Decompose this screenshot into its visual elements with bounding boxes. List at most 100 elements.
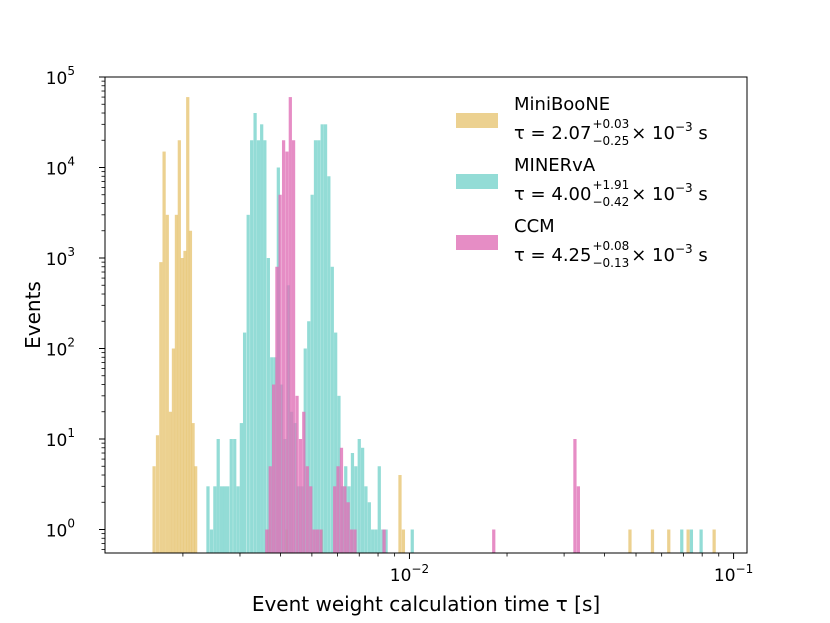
bar-minerva — [371, 529, 375, 553]
y-tick-label: 103 — [46, 245, 75, 270]
bar-minerva — [357, 439, 361, 553]
series-ccm-bars — [265, 97, 580, 554]
bar-minerva — [263, 140, 267, 553]
y-tick-label: 104 — [46, 155, 75, 180]
bar-minerva — [253, 113, 257, 553]
series-miniboone-bars — [152, 97, 716, 553]
bar-ccm — [281, 140, 286, 553]
bar-ccm — [573, 439, 577, 553]
bar-ccm — [315, 529, 320, 553]
bar-miniboone — [628, 529, 632, 553]
bar-miniboone — [165, 214, 169, 553]
bar-miniboone — [686, 529, 690, 553]
legend-tau: τ = 4.25 — [514, 245, 591, 266]
bar-minerva — [680, 529, 684, 553]
legend-label: MINERvA — [514, 155, 596, 176]
bar-miniboone — [401, 529, 406, 553]
bar-minerva — [242, 332, 247, 553]
plot-frame — [104, 76, 748, 554]
legend-tau-upper: +1.91 — [592, 178, 629, 192]
bar-ccm — [291, 140, 296, 553]
bar-ccm — [349, 529, 354, 553]
y-tick-label: 102 — [46, 336, 75, 361]
legend-tau-upper: +0.08 — [592, 239, 629, 253]
legend-swatch — [456, 113, 498, 128]
bar-ccm — [268, 466, 272, 553]
bar-minerva — [229, 439, 233, 553]
legend-entry-minerva: MINERvA τ = 4.00 +1.91 −0.42 × 10−3 s — [456, 155, 708, 209]
bar-minerva — [206, 486, 210, 553]
bar-minerva — [361, 447, 365, 553]
bar-miniboone — [667, 529, 671, 553]
legend-swatch — [456, 174, 498, 189]
bar-miniboone — [194, 466, 198, 553]
bar-ccm — [333, 486, 337, 553]
bar-minerva — [699, 529, 703, 553]
bar-ccm — [309, 486, 313, 553]
bar-minerva — [246, 214, 250, 553]
bar-ccm — [319, 529, 323, 553]
legend-tau-scale: × 10−3 s — [631, 120, 708, 144]
bar-miniboone — [188, 230, 193, 553]
bar-ccm — [305, 466, 309, 553]
histogram-bars — [152, 97, 716, 554]
bar-minerva — [317, 140, 321, 553]
legend-label: CCM — [514, 216, 555, 237]
bar-ccm — [353, 529, 357, 553]
bar-ccm — [346, 502, 350, 553]
legend-tau: τ = 2.07 — [514, 123, 591, 144]
y-axis-label: Events — [21, 281, 45, 349]
bar-minerva — [213, 486, 217, 553]
bar-minerva — [377, 466, 381, 553]
legend-tau-lower: −0.13 — [592, 256, 629, 270]
bar-ccm — [272, 384, 276, 553]
bar-minerva — [270, 357, 274, 553]
bar-minerva — [384, 529, 388, 553]
bar-ccm — [288, 97, 292, 553]
bar-minerva — [209, 529, 214, 553]
bar-minerva — [236, 486, 240, 553]
legend-entry-ccm: CCM τ = 4.25 +0.08 −0.13 × 10−3 s — [456, 216, 708, 270]
bar-ccm — [278, 194, 282, 554]
bar-minerva — [223, 486, 227, 553]
bar-minerva — [226, 486, 230, 553]
bar-minerva — [367, 502, 371, 553]
bar-ccm — [312, 529, 316, 553]
bar-minerva — [266, 258, 270, 553]
bar-minerva — [364, 486, 368, 553]
bar-minerva — [350, 453, 355, 553]
bar-minerva — [320, 124, 324, 553]
bar-ccm — [265, 529, 269, 553]
bar-minerva — [239, 423, 243, 553]
legend-tau-lower: −0.25 — [592, 134, 629, 148]
bar-ccm — [295, 395, 299, 553]
bar-minerva — [374, 529, 378, 553]
bar-minerva — [250, 140, 254, 553]
bar-minerva — [327, 176, 331, 553]
bar-minerva — [334, 332, 338, 553]
y-tick-label: 100 — [46, 517, 75, 542]
bar-miniboone — [191, 423, 195, 553]
bar-minerva — [310, 194, 314, 554]
bar-ccm — [343, 486, 347, 553]
bar-ccm — [382, 529, 386, 553]
bar-ccm — [275, 266, 279, 553]
bar-minerva — [354, 466, 358, 553]
y-tick-label: 105 — [46, 64, 75, 89]
bar-miniboone — [180, 258, 184, 553]
bar-minerva — [219, 486, 224, 553]
x-tick-label: 10−1 — [714, 562, 753, 586]
bar-minerva — [313, 140, 318, 553]
bar-minerva — [689, 529, 694, 553]
legend-label: MiniBooNE — [514, 94, 610, 115]
legend-swatch — [456, 235, 498, 250]
x-tick-label: 10−2 — [390, 562, 429, 586]
bar-miniboone — [398, 475, 402, 553]
bar-miniboone — [152, 466, 156, 553]
legend-tau-scale: × 10−3 s — [631, 181, 708, 205]
bar-miniboone — [186, 97, 190, 553]
x-axis-label: Event weight calculation time τ [s] — [252, 592, 600, 616]
